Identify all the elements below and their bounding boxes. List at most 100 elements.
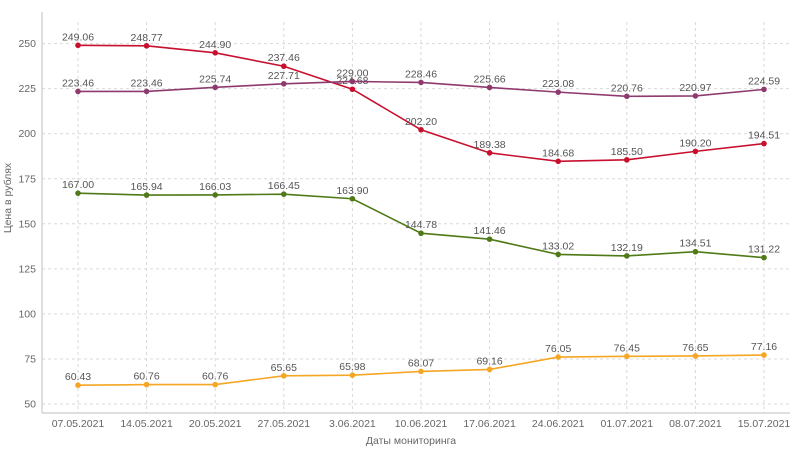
data-label: 202.20 — [405, 116, 437, 128]
data-point — [418, 126, 424, 133]
x-tick-label: 15.07.2021 — [738, 418, 791, 430]
data-point — [692, 248, 699, 255]
y-tick-label: 250 — [18, 38, 36, 50]
series-group: 249.06248.77244.90237.46224.68202.20189.… — [62, 31, 780, 388]
y-tick-label: 50 — [24, 398, 36, 410]
data-label: 184.68 — [542, 147, 574, 159]
y-tick-label: 150 — [18, 218, 36, 230]
series-1: 249.06248.77244.90237.46224.68202.20189.… — [62, 31, 780, 165]
data-label: 185.50 — [611, 146, 643, 158]
grid — [42, 22, 790, 413]
x-axis-title: Даты мониторинга — [366, 435, 456, 447]
x-tick-label: 08.07.2021 — [669, 418, 722, 430]
y-axis: 50 75 100 125 150 175 200 225 250 — [18, 12, 43, 413]
series-4: 60.43 60.76 60.76 65.65 65.98 68.07 69.16 76.05… — [65, 341, 777, 388]
data-point — [486, 366, 493, 373]
data-point — [418, 230, 424, 237]
data-point — [761, 86, 767, 93]
y-tick-label: 100 — [18, 308, 36, 320]
data-label: 65.65 — [271, 362, 297, 374]
data-label: 220.97 — [679, 82, 711, 94]
y-tick-label: 125 — [18, 263, 36, 275]
data-point — [555, 89, 561, 95]
data-label: 68.07 — [408, 357, 434, 369]
data-label: 220.76 — [611, 82, 643, 94]
data-label: 166.03 — [199, 181, 231, 193]
data-label: 249.06 — [62, 31, 94, 43]
data-point — [692, 353, 699, 359]
data-point — [281, 372, 287, 379]
y-tick-label: 175 — [18, 173, 36, 185]
data-point — [486, 84, 493, 91]
data-label: 248.77 — [131, 32, 163, 44]
data-label: 237.46 — [268, 52, 300, 64]
data-label: 65.98 — [339, 361, 365, 373]
data-label: 134.51 — [679, 238, 711, 250]
data-point — [349, 78, 356, 85]
data-label: 223.46 — [131, 77, 163, 89]
data-label: 60.76 — [133, 371, 159, 383]
data-label: 60.76 — [202, 371, 228, 383]
y-tick-label: 225 — [18, 83, 36, 95]
data-point — [281, 80, 287, 87]
data-point — [692, 148, 699, 155]
data-point — [486, 150, 493, 156]
data-point — [75, 382, 81, 388]
data-label: 163.90 — [336, 185, 368, 197]
data-label: 77.16 — [751, 341, 777, 353]
data-label: 225.66 — [474, 73, 506, 85]
x-tick-label: 17.06.2021 — [463, 418, 516, 430]
data-point — [75, 88, 81, 95]
data-label: 69.16 — [476, 355, 502, 367]
x-axis: 07.05.2021 14.05.2021 20.05.2021 27.05.2021… — [42, 412, 791, 430]
data-point — [281, 191, 287, 197]
x-tick-label: 20.05.2021 — [189, 418, 242, 430]
data-label: 223.46 — [62, 77, 94, 89]
data-label: 76.05 — [545, 343, 571, 355]
data-point — [143, 43, 150, 49]
data-point — [349, 372, 356, 378]
data-point — [281, 63, 287, 70]
data-point — [212, 381, 218, 388]
data-label: 229.00 — [336, 67, 368, 79]
data-point — [212, 84, 218, 91]
data-point — [624, 93, 630, 100]
data-point — [418, 368, 424, 375]
data-point — [212, 50, 218, 56]
data-point — [75, 190, 81, 196]
y-axis-title: Цена в рублях — [2, 162, 14, 233]
data-point — [555, 158, 561, 165]
y-tick-label: 200 — [18, 128, 36, 140]
data-label: 60.43 — [65, 371, 91, 383]
data-point — [624, 157, 630, 163]
data-point — [143, 88, 150, 95]
data-point — [761, 352, 767, 358]
data-label: 228.46 — [405, 68, 437, 80]
data-label: 132.19 — [611, 242, 643, 254]
data-point — [349, 86, 356, 93]
data-point — [418, 79, 424, 86]
data-label: 133.02 — [542, 240, 574, 252]
data-point — [486, 236, 493, 242]
data-point — [555, 251, 561, 258]
data-point — [143, 192, 150, 198]
data-label: 144.78 — [405, 219, 437, 231]
data-point — [143, 381, 150, 388]
y-tick-label: 75 — [24, 353, 36, 365]
data-point — [75, 42, 81, 49]
x-tick-label: 10.06.2021 — [395, 418, 448, 430]
x-tick-label: 07.05.2021 — [52, 418, 105, 430]
data-label: 189.38 — [474, 139, 506, 151]
data-label: 223.08 — [542, 78, 574, 90]
data-label: 224.59 — [748, 75, 780, 87]
data-label: 190.20 — [679, 137, 711, 149]
data-point — [212, 192, 218, 198]
series-3: 167.00 165.94 166.03 166.45 163.90 144.78 141.… — [62, 179, 780, 261]
data-point — [761, 140, 767, 147]
data-label: 76.65 — [682, 342, 708, 354]
data-label: 131.22 — [748, 244, 780, 256]
x-tick-label: 24.06.2021 — [532, 418, 585, 430]
series-2: 223.46 223.46 225.74 227.71 229.00 228.46 225.… — [62, 67, 780, 100]
data-point — [761, 254, 767, 261]
